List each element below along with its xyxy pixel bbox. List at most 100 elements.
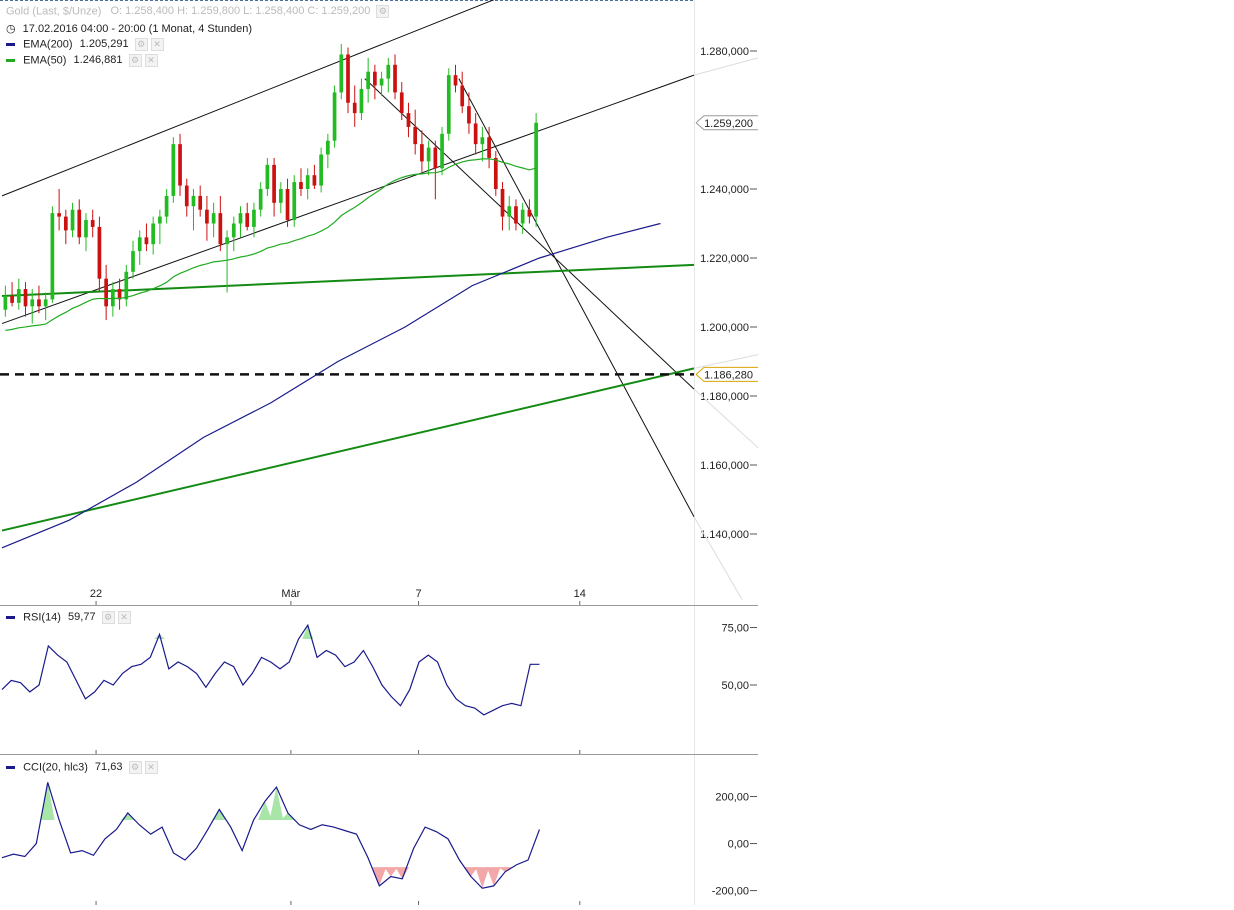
rsi-legend: RSI(14) 59,77 ⚙ ✕ bbox=[6, 611, 131, 624]
instrument-legend: Gold (Last, $/Unze) O: 1.258,400 H: 1.25… bbox=[6, 5, 390, 18]
candle-body bbox=[453, 75, 458, 86]
candle-body bbox=[299, 182, 303, 189]
candle-body bbox=[305, 175, 310, 189]
settings-icon[interactable]: ⚙ bbox=[376, 5, 390, 18]
instrument-name: Gold (Last, $/Unze) bbox=[6, 5, 102, 18]
candle-body bbox=[84, 220, 88, 238]
candle-body bbox=[473, 123, 478, 145]
candle-body bbox=[16, 289, 21, 303]
ema50-value: 1.246,881 bbox=[73, 54, 123, 67]
candle-body bbox=[191, 195, 196, 207]
x-tick-label: 7 bbox=[415, 588, 421, 600]
rsi-swatch bbox=[6, 616, 15, 619]
candle-body bbox=[245, 213, 250, 227]
ema200-close-icon[interactable]: ✕ bbox=[150, 38, 164, 51]
cci-legend: CCI(20, hlc3) 71,63 ⚙ ✕ bbox=[6, 761, 158, 774]
ema50-close-icon[interactable]: ✕ bbox=[144, 54, 158, 67]
candle-body bbox=[117, 289, 122, 300]
candle-body bbox=[507, 206, 512, 217]
candle-body bbox=[527, 209, 532, 217]
candle-body bbox=[70, 209, 75, 231]
ema50-settings-icon[interactable]: ⚙ bbox=[128, 54, 142, 67]
candle-body bbox=[151, 223, 156, 245]
candle-body bbox=[487, 137, 491, 158]
ema50-swatch bbox=[6, 59, 15, 62]
candle-body bbox=[90, 220, 95, 227]
candle-body bbox=[104, 278, 108, 307]
ohlc-values: O: 1.258,400 H: 1.259,800 L: 1.258,400 C… bbox=[110, 5, 371, 18]
candle-body bbox=[158, 216, 162, 224]
ema200-swatch bbox=[6, 43, 15, 46]
candle-body bbox=[514, 206, 518, 224]
candle-body bbox=[137, 237, 142, 252]
candle-body bbox=[111, 289, 115, 307]
rsi-tick-label: 50,00 bbox=[721, 680, 749, 692]
candle-body bbox=[413, 126, 418, 145]
cci-overbought-fill bbox=[269, 787, 284, 821]
candle-body bbox=[332, 92, 337, 141]
cci-label: CCI(20, hlc3) bbox=[23, 761, 88, 774]
x-tick-label: 22 bbox=[90, 588, 102, 600]
trend-line bbox=[1, 367, 695, 532]
candle-body bbox=[77, 209, 82, 238]
cci-oversold-fill bbox=[464, 867, 478, 877]
candle-body bbox=[211, 213, 216, 224]
candle-body bbox=[131, 251, 135, 272]
cci-overbought-fill bbox=[40, 782, 55, 821]
rsi-settings-icon[interactable]: ⚙ bbox=[101, 611, 115, 624]
trend-line bbox=[1, 74, 695, 325]
period-text: 17.02.2016 04:00 - 20:00 (1 Monat, 4 Stu… bbox=[22, 23, 253, 35]
candle-body bbox=[433, 147, 438, 169]
trend-line bbox=[458, 78, 695, 517]
candle-body bbox=[198, 195, 203, 210]
candle-body bbox=[319, 154, 323, 186]
candle-body bbox=[272, 164, 276, 203]
candle-body bbox=[23, 289, 28, 307]
candle-body bbox=[205, 209, 209, 224]
candle-body bbox=[57, 213, 61, 217]
candle-body bbox=[386, 64, 391, 79]
rsi-label: RSI(14) bbox=[23, 611, 61, 624]
cci-line bbox=[1, 782, 541, 889]
candle-body bbox=[325, 140, 330, 155]
candle-body bbox=[225, 237, 229, 245]
candle-body bbox=[467, 106, 471, 124]
ema50-label: EMA(50) bbox=[23, 54, 67, 67]
cci-settings-icon[interactable]: ⚙ bbox=[128, 761, 142, 774]
candle-body bbox=[164, 195, 169, 217]
candle-body bbox=[50, 213, 55, 300]
cci-oversold-fill bbox=[395, 867, 410, 879]
candle-body bbox=[352, 102, 357, 114]
cci-tick-label: 0,00 bbox=[728, 839, 749, 851]
candle-body bbox=[440, 133, 444, 169]
price-tick-label: 1.140,000 bbox=[700, 529, 749, 541]
candle-body bbox=[399, 92, 404, 114]
candle-body bbox=[520, 209, 525, 224]
candle-body bbox=[346, 54, 350, 103]
candle-body bbox=[218, 213, 223, 245]
candle-body bbox=[171, 144, 176, 196]
candle-body bbox=[144, 237, 149, 245]
candle-body bbox=[493, 157, 498, 189]
candle-body bbox=[359, 88, 364, 114]
trend-extension bbox=[693, 516, 743, 600]
cci-close-icon[interactable]: ✕ bbox=[144, 761, 158, 774]
price-tick-label: 1.200,000 bbox=[700, 322, 749, 334]
candle-body bbox=[63, 216, 68, 231]
cci-tick-label: 200,00 bbox=[715, 792, 749, 804]
candle-body bbox=[258, 189, 263, 210]
rsi-close-icon[interactable]: ✕ bbox=[117, 611, 131, 624]
price-tick-label: 1.280,000 bbox=[700, 46, 749, 58]
candle-body bbox=[460, 85, 465, 107]
cci-oversold-fill bbox=[486, 867, 501, 886]
candle-body bbox=[393, 64, 397, 93]
rsi-panel: 75,00 50,00 bbox=[1, 623, 757, 716]
price-tick-label: 1.160,000 bbox=[700, 460, 749, 472]
candle-body bbox=[252, 209, 256, 227]
candle-body bbox=[446, 75, 451, 134]
trend-extension bbox=[693, 354, 759, 369]
candle-body bbox=[285, 189, 290, 221]
ema200-settings-icon[interactable]: ⚙ bbox=[134, 38, 148, 51]
